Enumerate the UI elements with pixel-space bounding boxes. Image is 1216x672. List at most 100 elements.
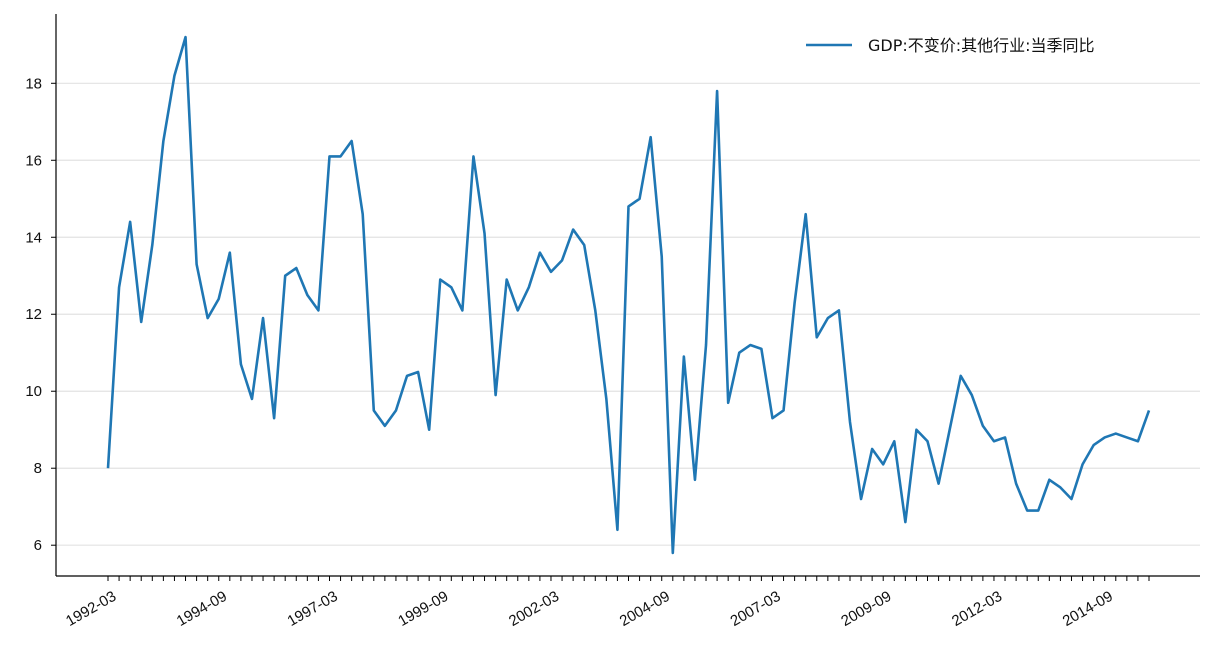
data-point xyxy=(494,393,498,397)
data-point xyxy=(516,308,520,312)
y-tick-label: 8 xyxy=(34,460,42,477)
data-point xyxy=(937,482,941,486)
data-point xyxy=(471,154,475,158)
x-tick-label: 2002-03 xyxy=(506,588,562,630)
x-ticks: 1992-03 1994-09 1997-03 1999-09 2002-03 2004-… xyxy=(63,576,1150,630)
data-point xyxy=(726,401,730,405)
data-point xyxy=(992,439,996,443)
data-point xyxy=(948,428,952,432)
data-point xyxy=(161,139,165,143)
data-point xyxy=(604,397,608,401)
data-point xyxy=(682,355,686,359)
data-point xyxy=(649,135,653,139)
data-point xyxy=(1036,509,1040,513)
x-tick-label: 1994-09 xyxy=(174,588,230,630)
data-point xyxy=(892,439,896,443)
data-point xyxy=(1147,408,1151,412)
data-point xyxy=(327,154,331,158)
data-point xyxy=(1047,478,1051,482)
data-point xyxy=(959,374,963,378)
data-point xyxy=(1081,462,1085,466)
data-point xyxy=(815,335,819,339)
x-tick-label: 1999-09 xyxy=(395,588,451,630)
data-point xyxy=(704,343,708,347)
data-point xyxy=(117,285,121,289)
data-point xyxy=(759,347,763,351)
x-tick-label: 1997-03 xyxy=(285,588,341,630)
data-point xyxy=(527,285,531,289)
y-tick-label: 6 xyxy=(34,537,42,554)
data-point xyxy=(770,416,774,420)
data-point xyxy=(981,424,985,428)
data-point xyxy=(615,528,619,532)
data-point xyxy=(394,408,398,412)
x-tick-label: 2012-03 xyxy=(949,588,1005,630)
data-point xyxy=(383,424,387,428)
data-point xyxy=(350,139,354,143)
data-point xyxy=(228,251,232,255)
data-point xyxy=(671,551,675,555)
data-point xyxy=(361,212,365,216)
data-point xyxy=(593,308,597,312)
data-point xyxy=(294,266,298,270)
data-point xyxy=(782,408,786,412)
x-tick-label: 1992-03 xyxy=(63,588,119,630)
data-point xyxy=(715,89,719,93)
data-point xyxy=(638,197,642,201)
data-point xyxy=(1069,497,1073,501)
data-point xyxy=(837,308,841,312)
data-point xyxy=(1003,435,1007,439)
data-point xyxy=(217,297,221,301)
data-point xyxy=(1125,435,1129,439)
data-point xyxy=(826,316,830,320)
x-tick-label: 2009-09 xyxy=(838,588,894,630)
data-point xyxy=(405,374,409,378)
x-tick-label: 2014-09 xyxy=(1060,588,1116,630)
data-point xyxy=(1014,482,1018,486)
data-point xyxy=(859,497,863,501)
data-point xyxy=(139,320,143,324)
x-tick-label: 2004-09 xyxy=(617,588,673,630)
data-point xyxy=(250,397,254,401)
data-point xyxy=(316,308,320,312)
data-point xyxy=(571,228,575,232)
data-point xyxy=(372,408,376,412)
data-point xyxy=(970,393,974,397)
data-point xyxy=(106,466,110,470)
data-point xyxy=(660,255,664,259)
data-point xyxy=(184,35,188,39)
data-point xyxy=(272,416,276,420)
data-point xyxy=(1092,443,1096,447)
data-point xyxy=(261,316,265,320)
legend-label: GDP:不变价:其他行业:当季同比 xyxy=(868,36,1095,55)
y-tick-label: 18 xyxy=(25,75,42,92)
y-tick-label: 16 xyxy=(25,152,42,169)
data-point xyxy=(505,278,509,282)
data-point xyxy=(1136,439,1140,443)
x-tick-label: 2007-03 xyxy=(727,588,783,630)
data-point xyxy=(460,308,464,312)
data-point xyxy=(195,262,199,266)
data-point xyxy=(914,428,918,432)
data-point xyxy=(150,243,154,247)
data-point xyxy=(549,270,553,274)
data-point xyxy=(1103,435,1107,439)
data-point xyxy=(903,520,907,524)
data-point xyxy=(427,428,431,432)
data-point xyxy=(305,293,309,297)
data-point xyxy=(804,212,808,216)
legend: GDP:不变价:其他行业:当季同比 xyxy=(806,36,1095,55)
data-point xyxy=(793,301,797,305)
data-point xyxy=(737,351,741,355)
data-point xyxy=(206,316,210,320)
data-point xyxy=(538,251,542,255)
grid-lines xyxy=(56,82,1200,546)
y-ticks: 6 8 10 12 14 16 18 xyxy=(25,75,56,554)
data-point xyxy=(848,420,852,424)
y-tick-label: 14 xyxy=(25,229,42,246)
data-point xyxy=(128,220,132,224)
data-point xyxy=(438,278,442,282)
y-tick-label: 10 xyxy=(25,383,42,400)
data-point xyxy=(1058,485,1062,489)
